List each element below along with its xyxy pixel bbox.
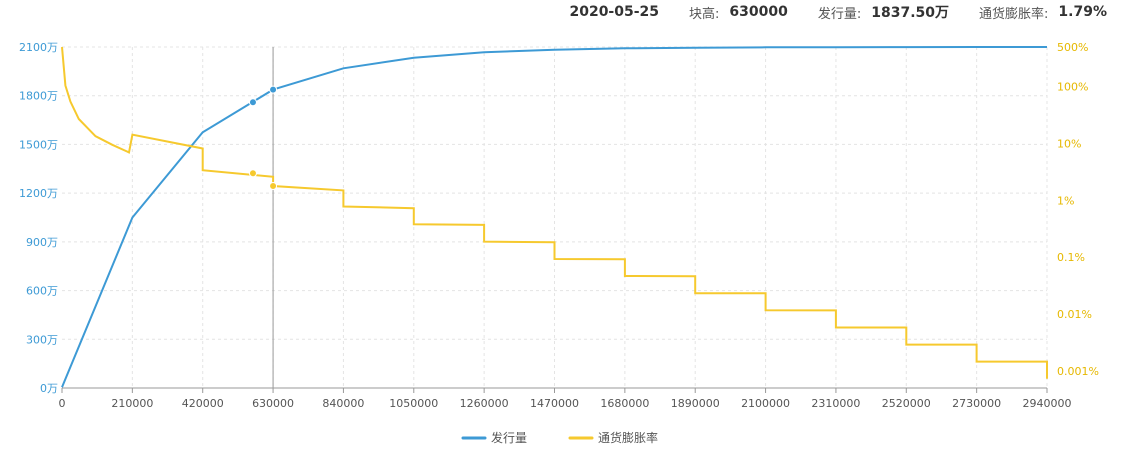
header-date: 2020-05-25 <box>569 4 660 20</box>
y-left-tick-label: 2100万 <box>19 41 58 54</box>
x-tick-label: 1260000 <box>460 397 509 410</box>
legend-label: 通货膨胀率 <box>598 430 658 445</box>
legend-item-supply[interactable]: 发行量 <box>461 430 527 445</box>
legend-item-inflation[interactable]: 通货膨胀率 <box>568 430 658 445</box>
y-right-tick-label: 100% <box>1057 81 1088 94</box>
info-header: 2020-05-25 块高: 630000 发行量: 1837.50万 通货膨胀… <box>569 2 1107 22</box>
data-point-supply[interactable] <box>248 98 257 107</box>
x-tick-label: 1050000 <box>389 397 438 410</box>
x-tick-label: 1680000 <box>600 397 649 410</box>
y-left-tick-label: 600万 <box>26 285 58 298</box>
grid <box>62 46 1048 388</box>
x-tick-label: 2100000 <box>741 397 790 410</box>
x-tick-label: 2520000 <box>882 397 931 410</box>
x-tick-label: 1470000 <box>530 397 579 410</box>
legend[interactable]: 发行量 通货膨胀率 <box>461 430 658 445</box>
series-line-supply[interactable] <box>61 46 1047 388</box>
y-left-tick-label: 1200万 <box>19 187 58 200</box>
header-supply-value: 1837.50万 <box>871 5 950 21</box>
y-right-tick-label: 1% <box>1057 194 1074 207</box>
y-left-tick-label: 1500万 <box>19 138 58 151</box>
x-tick-label: 2940000 <box>1023 397 1072 410</box>
y-left-tick-label: 0万 <box>40 382 58 395</box>
y-right-tick-label: 0.1% <box>1057 251 1085 264</box>
header-supply-label: 发行量: <box>817 6 862 22</box>
legend-label: 发行量 <box>491 430 527 445</box>
data-point-supply[interactable] <box>269 85 278 94</box>
x-tick-label: 630000 <box>252 397 294 410</box>
data-point-inflation[interactable] <box>269 182 278 191</box>
series-layer <box>61 46 1048 388</box>
x-tick-label: 2730000 <box>952 397 1001 410</box>
header-inflation-value: 1.79% <box>1058 4 1107 20</box>
y-right-tick-label: 10% <box>1057 138 1081 151</box>
y-left-tick-label: 900万 <box>26 236 58 249</box>
header-height-value: 630000 <box>729 4 788 20</box>
header-height-label: 块高: <box>689 6 720 22</box>
data-point-inflation[interactable] <box>248 169 257 178</box>
x-tick-label: 840000 <box>322 397 364 410</box>
y-left-tick-label: 300万 <box>26 333 58 346</box>
x-tick-label: 210000 <box>111 397 153 410</box>
x-tick-label: 0 <box>59 397 66 410</box>
y-right-tick-label: 0.01% <box>1057 308 1092 321</box>
y-right-tick-label: 0.001% <box>1057 365 1099 378</box>
axes: 0万 300万 600万 900万 1200万 1500万 1800万 2100万 0.001%… <box>19 41 1099 410</box>
header-inflation-label: 通货膨胀率: <box>979 6 1049 22</box>
x-tick-label: 420000 <box>182 397 224 410</box>
x-tick-label: 2310000 <box>811 397 860 410</box>
x-tick-label: 1890000 <box>671 397 720 410</box>
series-line-inflation[interactable] <box>61 46 1048 379</box>
y-right-tick-label: 500% <box>1057 41 1088 54</box>
y-left-tick-label: 1800万 <box>19 90 58 103</box>
